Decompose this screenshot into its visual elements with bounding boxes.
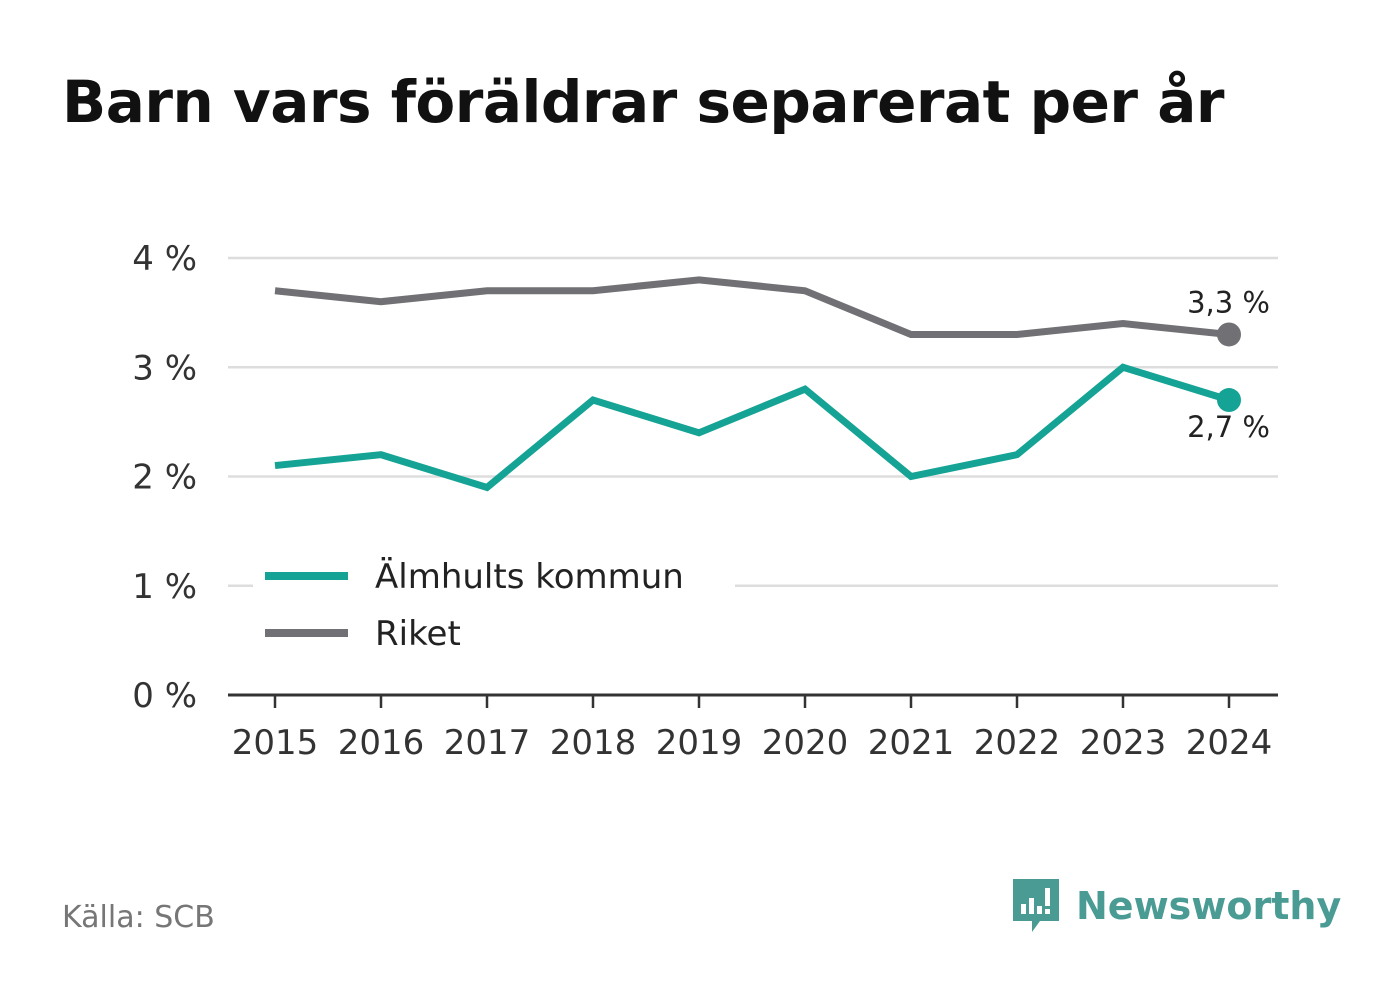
x-tick-label: 2023 xyxy=(1080,723,1167,763)
newsworthy-logo-icon xyxy=(1013,879,1059,932)
x-tick-label: 2024 xyxy=(1186,723,1273,763)
y-axis-ticks: 0 % 1 % 2 % 3 % 4 % xyxy=(132,239,197,716)
legend-label: Älmhults kommun xyxy=(375,557,684,597)
series-lines xyxy=(274,276,1241,492)
y-tick-label: 3 % xyxy=(132,348,197,388)
x-tick-label: 2018 xyxy=(550,723,637,763)
x-axis-ticks: 2015 2016 2017 2018 2019 2020 2021 2022 2023 2024 xyxy=(232,695,1273,763)
end-value-label: 3,3 % xyxy=(1187,285,1270,319)
x-tick-label: 2015 xyxy=(232,723,319,763)
x-tick-label: 2017 xyxy=(444,723,531,763)
series-line xyxy=(274,276,1230,338)
x-tick-label: 2016 xyxy=(338,723,425,763)
legend: Älmhults kommun Riket xyxy=(253,542,735,659)
y-tick-label: 0 % xyxy=(132,676,197,716)
brand-name: Newsworthy xyxy=(1076,884,1342,928)
end-point-marker xyxy=(1217,388,1241,413)
legend-label: Riket xyxy=(375,614,461,654)
brand-logo: Newsworthy xyxy=(1010,876,1341,936)
source-note: Källa: SCB xyxy=(62,900,215,935)
series-line xyxy=(274,363,1231,492)
chart-title: Barn vars föräldrar separerat per år xyxy=(62,68,1224,136)
grid-lines xyxy=(228,256,1278,587)
end-value-label: 2,7 % xyxy=(1187,410,1270,444)
x-tick-label: 2020 xyxy=(762,723,849,763)
end-labels: 2,7 % 3,3 % xyxy=(1187,285,1270,444)
y-tick-label: 1 % xyxy=(132,567,197,607)
x-tick-label: 2021 xyxy=(868,723,955,763)
x-tick-label: 2019 xyxy=(656,723,743,763)
end-point-marker xyxy=(1217,322,1241,347)
y-tick-label: 2 % xyxy=(132,458,197,498)
x-tick-label: 2022 xyxy=(974,723,1061,763)
y-tick-label: 4 % xyxy=(132,239,197,279)
